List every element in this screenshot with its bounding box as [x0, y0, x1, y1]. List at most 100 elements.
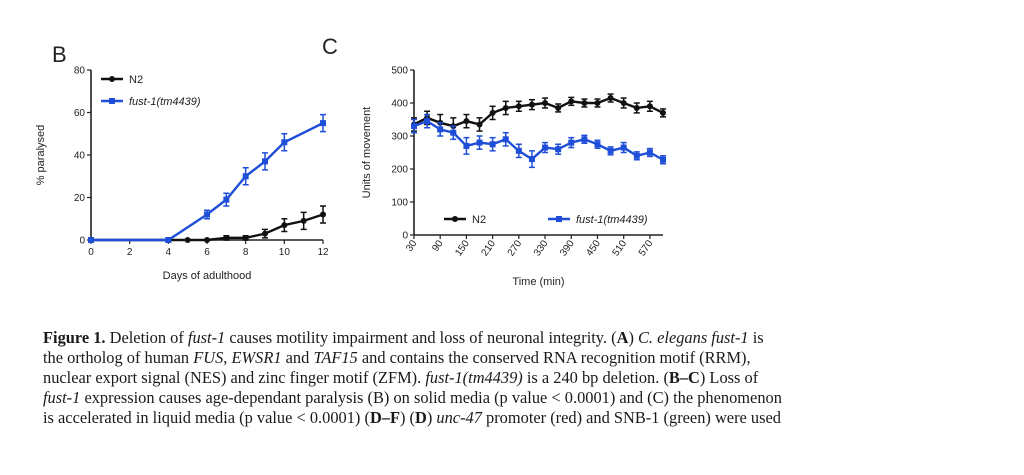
x-tick-label: 210 — [480, 238, 499, 258]
x-tick-label: 510 — [611, 238, 630, 258]
legend-label: fust-1(tm4439) — [129, 96, 201, 108]
data-point — [646, 103, 653, 110]
data-point — [281, 139, 288, 146]
x-tick-label: 8 — [243, 247, 249, 258]
y-tick-label: 100 — [391, 198, 408, 209]
legend-label: fust-1(tm4439) — [576, 214, 648, 226]
legend-label: N2 — [472, 214, 486, 226]
data-point — [463, 118, 470, 125]
x-axis-label: Days of adulthood — [163, 270, 252, 282]
data-point — [262, 158, 268, 165]
caption-line: Figure 1. Deletion of fust-1 causes moti… — [43, 328, 764, 347]
x-tick-label: 6 — [204, 247, 210, 258]
data-point — [262, 230, 268, 237]
data-point — [320, 120, 326, 127]
panel-letter-b: B — [52, 42, 67, 67]
data-point — [581, 100, 588, 106]
figure-caption: Figure 1. Deletion of fust-1 causes moti… — [43, 328, 983, 428]
x-tick-label: 2 — [127, 247, 133, 258]
data-point — [223, 196, 230, 203]
legend-swatch-marker — [452, 216, 458, 222]
data-point — [555, 104, 562, 111]
data-point — [555, 146, 562, 153]
legend-swatch-marker — [109, 98, 115, 104]
data-point — [242, 173, 249, 180]
data-point — [204, 211, 210, 218]
chart-b-paralysis: 0 20 40 60 80 0 2 4 6 8 10 12 Days of adulthood % par… — [35, 66, 329, 283]
data-point — [568, 139, 575, 146]
y-tick-label: 200 — [391, 165, 408, 176]
figure-panels: B C 0 20 40 60 80 0 2 4 6 8 10 12 Days of adulthood%… — [35, 34, 666, 288]
data-point — [542, 100, 549, 106]
y-tick-label: 300 — [391, 132, 408, 143]
data-point — [476, 121, 483, 128]
x-tick-label: 330 — [532, 238, 551, 258]
series-line — [91, 122, 324, 242]
x-tick-label: 150 — [453, 238, 472, 258]
data-point — [184, 237, 191, 243]
data-point — [660, 109, 666, 116]
y-tick-label: 500 — [391, 66, 408, 77]
data-point — [502, 136, 509, 143]
data-point — [489, 109, 496, 116]
data-point — [476, 139, 483, 146]
data-point — [646, 149, 653, 156]
data-point — [489, 141, 496, 148]
data-point — [594, 141, 601, 148]
data-point — [633, 152, 640, 159]
data-point — [223, 234, 230, 241]
panel-letter-c: C — [322, 34, 338, 59]
x-tick-label: 270 — [506, 238, 525, 258]
y-tick-label: 0 — [402, 231, 408, 242]
data-point — [515, 103, 522, 110]
data-point — [594, 100, 601, 106]
data-point — [204, 237, 210, 243]
x-tick-label: 10 — [279, 247, 291, 258]
data-point — [515, 147, 522, 154]
data-point — [165, 237, 172, 243]
data-point — [281, 222, 288, 229]
data-point — [607, 147, 614, 154]
data-point — [242, 234, 249, 241]
data-point — [424, 118, 431, 125]
caption-line: nuclear export signal (NES) and zinc fin… — [43, 368, 759, 387]
data-point — [437, 126, 444, 133]
data-point — [463, 142, 470, 149]
legend-label: N2 — [129, 74, 143, 86]
data-point — [633, 104, 640, 111]
data-point — [450, 129, 457, 136]
legend-swatch-marker — [109, 76, 115, 82]
y-tick-label: 60 — [74, 108, 86, 119]
data-point — [300, 217, 307, 224]
caption-line: fust-1 expression causes age-dependant p… — [43, 388, 782, 407]
y-axis-label: % paralysed — [35, 125, 47, 186]
caption-line: is accelerated in liquid media (p value … — [43, 408, 781, 427]
x-tick-label: 90 — [430, 238, 446, 254]
data-point — [607, 95, 614, 102]
data-point — [620, 100, 627, 106]
data-point — [88, 237, 94, 243]
data-point — [581, 136, 588, 143]
y-tick-label: 80 — [74, 66, 86, 77]
x-tick-label: 570 — [637, 238, 656, 258]
data-point — [502, 104, 509, 111]
data-point — [542, 144, 549, 151]
data-point — [528, 156, 535, 163]
data-point — [320, 211, 326, 218]
x-tick-label: 450 — [584, 238, 603, 258]
caption-line: the ortholog of human FUS, EWSR1 and TAF… — [43, 348, 751, 367]
x-tick-label: 12 — [317, 247, 329, 258]
data-point — [528, 101, 535, 108]
legend-swatch-marker — [556, 216, 562, 222]
y-tick-label: 0 — [79, 236, 85, 247]
y-tick-label: 400 — [391, 99, 408, 110]
data-point — [568, 98, 575, 105]
x-tick-label: 390 — [558, 238, 577, 258]
x-tick-label: 4 — [166, 247, 172, 258]
x-tick-label: 0 — [88, 247, 94, 258]
data-point — [620, 144, 627, 151]
series-line — [91, 213, 324, 242]
data-point — [660, 156, 666, 163]
y-tick-label: 40 — [74, 151, 86, 162]
